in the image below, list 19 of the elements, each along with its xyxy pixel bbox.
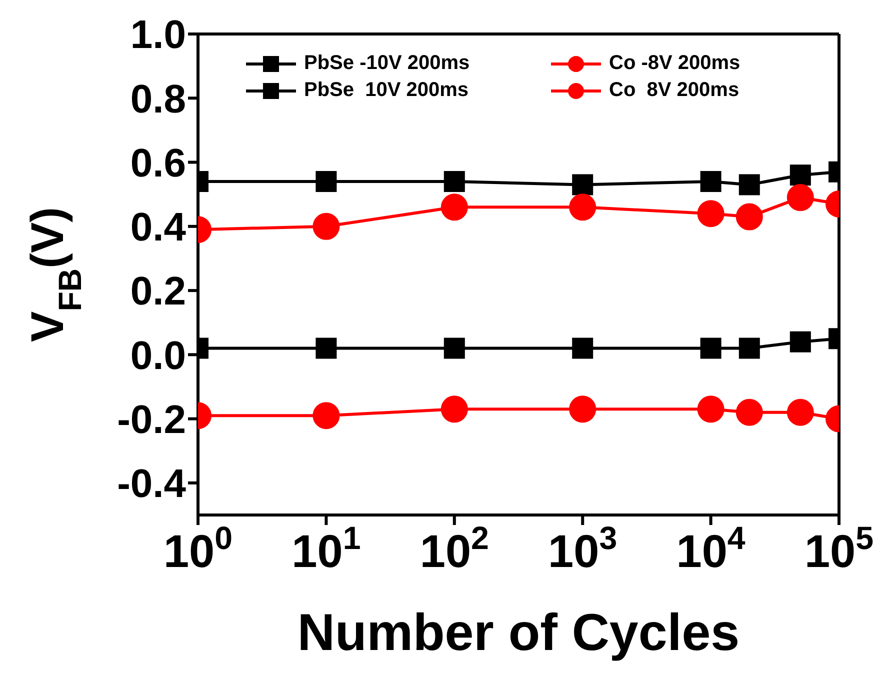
x-tick-label: 10$^{0}$ (163, 520, 233, 577)
x-tick-label: 10$^{5}$ (804, 520, 874, 577)
y-tick-label: 0.6 (130, 141, 186, 186)
y-tick-label: 0.4 (130, 206, 187, 250)
y-tick-label: 0.8 (130, 77, 186, 122)
y-tick-label: 0.0 (130, 334, 186, 378)
legend-label: Co 8V 200ms (609, 79, 740, 102)
x-tick-label: 10$^{2}$ (420, 520, 489, 577)
x-tick-label: 10$^{4}$ (676, 520, 746, 577)
x-axis-title: Number of Cycles (297, 604, 740, 662)
y-tick-label: 1.0 (130, 13, 186, 58)
y-tick-label: -0.2 (117, 398, 186, 442)
legend-label: PbSe 10V 200ms (304, 79, 469, 102)
y-tick-label: -0.4 (117, 462, 187, 506)
x-tick-label: 10$^{1}$ (292, 520, 361, 577)
x-tick-label: 10$^{3}$ (548, 520, 618, 577)
y-tick-label: 0.2 (130, 270, 186, 314)
legend-label: Co -8V 200ms (609, 52, 740, 75)
legend-label: PbSe -10V 200ms (304, 52, 470, 75)
